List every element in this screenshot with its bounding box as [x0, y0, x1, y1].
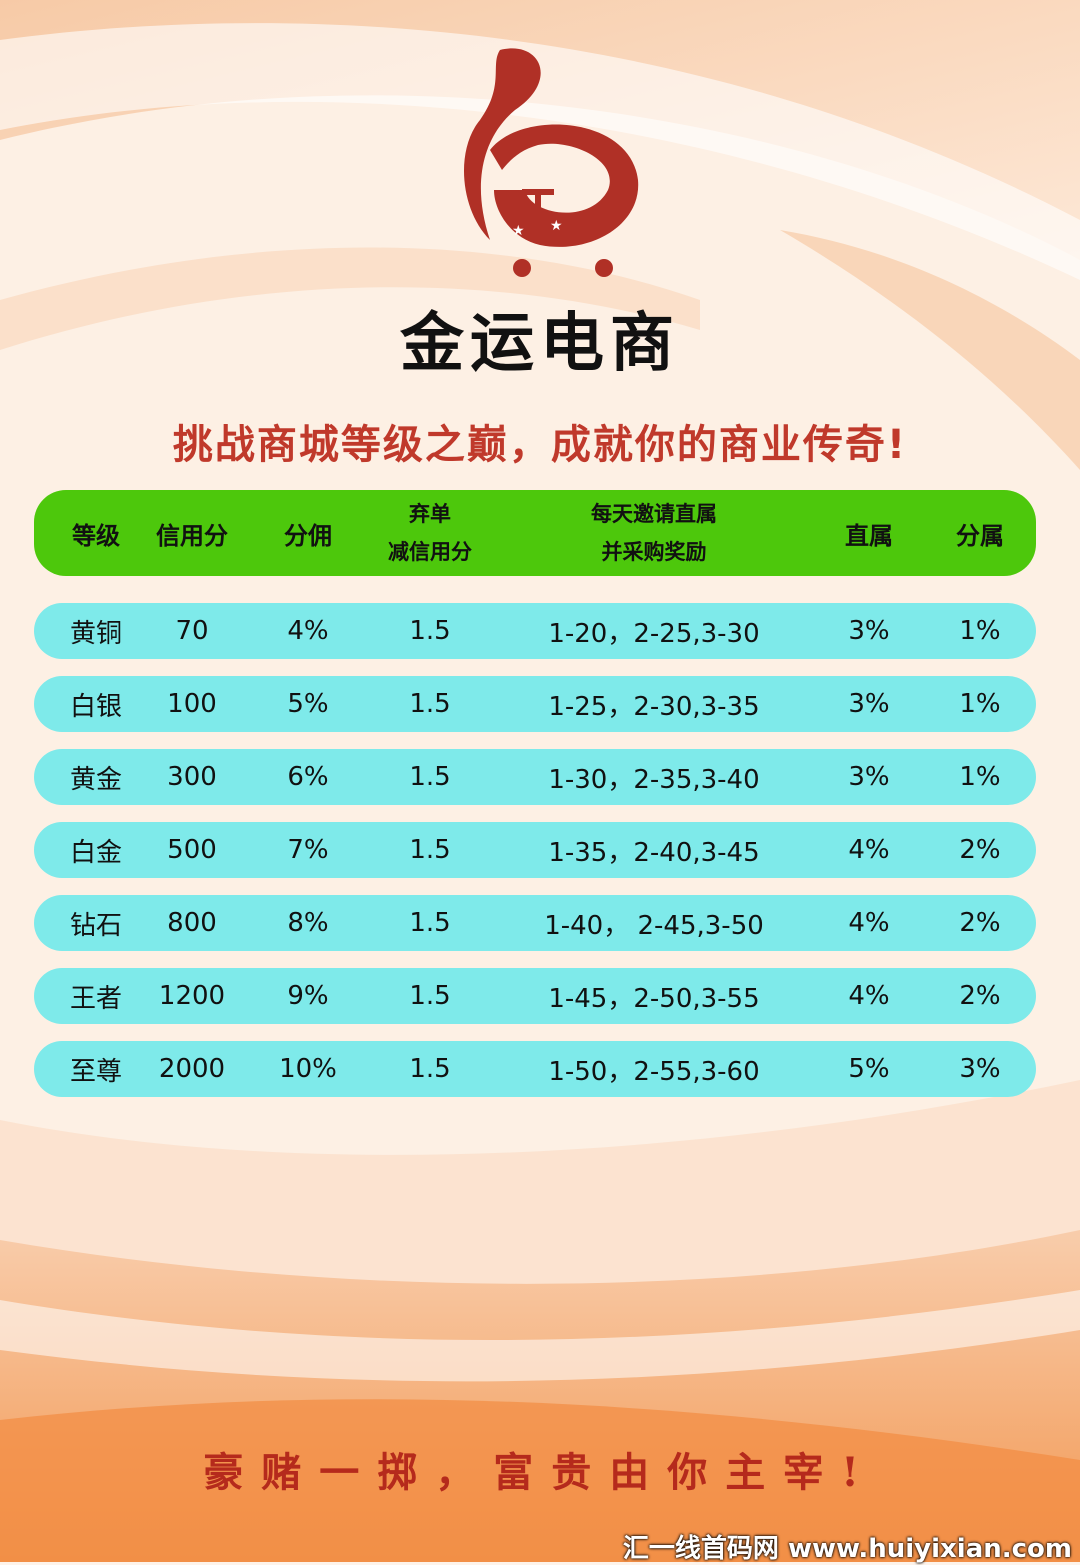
- svg-text:★: ★: [512, 223, 525, 239]
- cell-commission: 6%: [287, 762, 329, 792]
- cell-credit: 300: [167, 762, 217, 792]
- header-abandon-line1: 弃单: [409, 502, 451, 526]
- cell-invite: 1-35，2-40,3-45: [548, 837, 760, 868]
- cell-level: 黄铜: [69, 618, 122, 649]
- table-row: 黄金 300 6% 1.5 1-30，2-35,3-40 3% 1%: [34, 749, 1036, 805]
- cell-invite: 1-40， 2-45,3-50: [544, 910, 764, 941]
- table-header: 等级 信用分 分佣 弃单 减信用分 每天邀请直属 并采购奖励 直属 分属: [34, 490, 1036, 576]
- header-credit: 信用分: [156, 521, 228, 550]
- brand-logo: ★ ★: [463, 48, 639, 277]
- header-abandon: 弃单 减信用分: [366, 490, 494, 576]
- tagline: 挑战商城等级之巅，成就你的商业传奇!: [172, 422, 908, 468]
- cell-level: 至尊: [69, 1056, 122, 1087]
- table-row: 钻石 800 8% 1.5 1-40， 2-45,3-50 4% 2%: [34, 895, 1036, 951]
- svg-text:★: ★: [550, 218, 563, 234]
- cell-commission: 4%: [287, 616, 329, 646]
- cell-abandon: 1.5: [409, 689, 451, 719]
- cell-level: 黄金: [69, 764, 122, 795]
- cell-abandon: 1.5: [409, 981, 451, 1011]
- cell-abandon: 1.5: [409, 762, 451, 792]
- cell-invite: 1-25，2-30,3-35: [548, 691, 760, 722]
- header-abandon-line2: 减信用分: [388, 540, 472, 564]
- cell-abandon: 1.5: [409, 835, 451, 865]
- header-invite-line1: 每天邀请直属: [591, 502, 717, 526]
- cell-sub: 3%: [959, 1054, 1001, 1084]
- cell-abandon: 1.5: [409, 616, 451, 646]
- header-invite: 每天邀请直属 并采购奖励: [494, 490, 814, 576]
- header-sub: 分属: [956, 521, 1004, 550]
- table-row: 白银 100 5% 1.5 1-25，2-30,3-35 3% 1%: [34, 676, 1036, 732]
- cell-abandon: 1.5: [409, 908, 451, 938]
- watermark: 汇一线首码网 www.huiyixian.com: [622, 1534, 1072, 1564]
- cell-commission: 7%: [287, 835, 329, 865]
- cell-sub: 1%: [959, 689, 1001, 719]
- header-commission: 分佣: [284, 521, 332, 550]
- cell-credit: 1200: [158, 981, 226, 1011]
- cell-credit: 2000: [158, 1054, 226, 1084]
- cell-level: 王者: [69, 983, 122, 1014]
- cell-direct: 5%: [848, 1054, 890, 1084]
- cell-sub: 2%: [959, 835, 1001, 865]
- cell-invite: 1-30，2-35,3-40: [548, 764, 760, 795]
- cell-credit: 500: [167, 835, 217, 865]
- cell-abandon: 1.5: [409, 1054, 451, 1084]
- cell-level: 钻石: [69, 910, 122, 941]
- cell-direct: 3%: [848, 616, 890, 646]
- cell-sub: 1%: [959, 762, 1001, 792]
- table-row: 黄铜 70 4% 1.5 1-20，2-25,3-30 3% 1%: [34, 603, 1036, 659]
- cell-direct: 3%: [848, 689, 890, 719]
- cell-sub: 1%: [959, 616, 1001, 646]
- header-invite-line2: 并采购奖励: [601, 540, 707, 564]
- header-direct: 直属: [845, 521, 893, 550]
- table-row: 王者 1200 9% 1.5 1-45，2-50,3-55 4% 2%: [34, 968, 1036, 1024]
- cell-commission: 9%: [287, 981, 329, 1011]
- cell-commission: 10%: [279, 1054, 337, 1084]
- cell-invite: 1-50，2-55,3-60: [548, 1056, 760, 1087]
- cell-commission: 8%: [287, 908, 329, 938]
- cell-credit: 100: [167, 689, 217, 719]
- header-level: 等级: [72, 521, 120, 550]
- table-row: 至尊 2000 10% 1.5 1-50，2-55,3-60 5% 3%: [34, 1041, 1036, 1097]
- cell-sub: 2%: [959, 981, 1001, 1011]
- cell-level: 白银: [69, 691, 122, 722]
- cell-direct: 4%: [848, 835, 890, 865]
- cell-invite: 1-20，2-25,3-30: [548, 618, 760, 649]
- cell-direct: 3%: [848, 762, 890, 792]
- cell-sub: 2%: [959, 908, 1001, 938]
- cell-direct: 4%: [848, 981, 890, 1011]
- cell-commission: 5%: [287, 689, 329, 719]
- cell-credit: 70: [175, 616, 209, 646]
- cell-direct: 4%: [848, 908, 890, 938]
- slogan: 豪赌一掷，富贵由你主宰!: [203, 1449, 877, 1496]
- brand-name: 金运电商: [400, 307, 680, 381]
- cell-invite: 1-45，2-50,3-55: [548, 983, 760, 1014]
- cell-level: 白金: [69, 837, 122, 868]
- table-row: 白金 500 7% 1.5 1-35，2-40,3-45 4% 2%: [34, 822, 1036, 878]
- cell-credit: 800: [167, 908, 217, 938]
